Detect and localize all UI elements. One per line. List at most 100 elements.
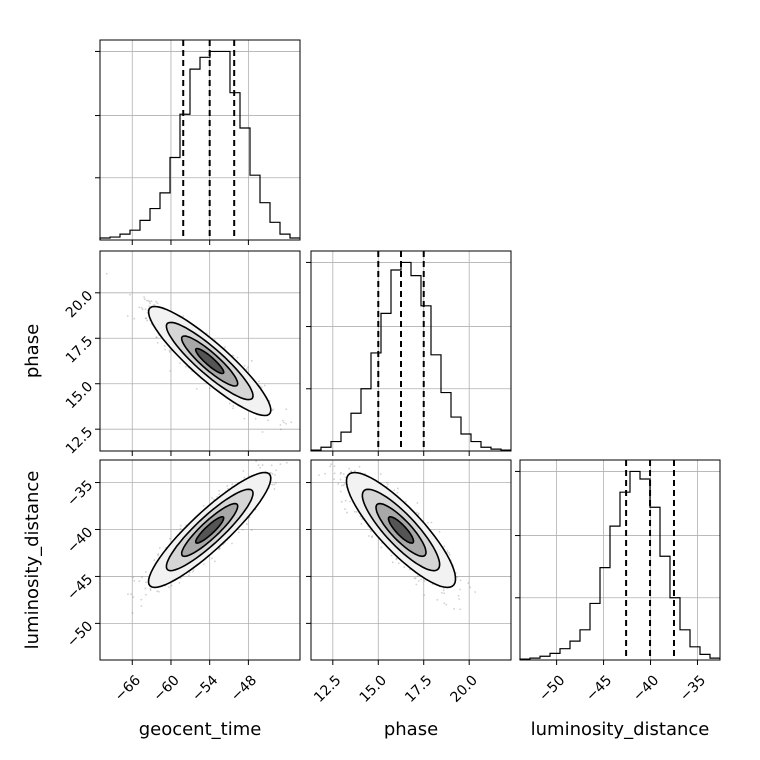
sample-point — [148, 305, 151, 308]
sample-point — [474, 591, 477, 593]
sample-point — [236, 356, 239, 359]
sample-point — [467, 582, 470, 584]
sample-point — [178, 581, 181, 584]
sample-point — [250, 359, 253, 362]
sample-point — [140, 604, 143, 607]
sample-point — [210, 557, 213, 560]
sample-point — [208, 387, 211, 390]
scatter-panel-phase-luminosity_distance — [310, 459, 512, 661]
sample-point — [145, 299, 148, 302]
sample-point — [140, 598, 143, 601]
sample-point — [379, 473, 382, 475]
panel-frame — [310, 250, 512, 452]
histogram-bin-luminosity_distance — [670, 598, 680, 660]
sample-point — [274, 481, 277, 484]
sample-point — [202, 505, 205, 507]
sample-point — [140, 306, 143, 309]
sample-point — [380, 546, 383, 549]
sample-point — [254, 417, 257, 420]
histogram-bin-luminosity_distance — [550, 653, 560, 660]
sample-point — [131, 612, 134, 614]
sample-point — [231, 542, 233, 545]
sample-point — [413, 577, 416, 579]
sample-point — [242, 470, 245, 472]
sample-point — [105, 272, 108, 275]
sample-point — [453, 608, 455, 610]
scatter-panel-geocent_time-phase — [99, 250, 301, 452]
sample-point — [168, 349, 171, 352]
sample-point — [459, 608, 462, 611]
histogram-bin-phase — [421, 306, 431, 451]
histogram-bin-luminosity_distance — [700, 654, 710, 660]
sample-point — [403, 566, 406, 569]
sample-point — [232, 407, 234, 410]
panel-frame — [99, 250, 301, 452]
density-level — [388, 516, 414, 544]
sample-point — [333, 478, 335, 481]
sample-point — [269, 471, 272, 474]
histogram-line-luminosity_distance — [519, 470, 720, 660]
sample-point — [149, 589, 152, 591]
sample-point — [301, 428, 303, 430]
histogram-bin-phase — [371, 353, 381, 451]
sample-point — [348, 467, 350, 470]
histogram-bin-phase — [441, 393, 451, 451]
sample-point — [148, 300, 151, 303]
sample-point — [456, 576, 458, 578]
sample-point — [286, 461, 288, 464]
sample-point — [149, 587, 152, 590]
sample-point — [275, 469, 278, 472]
sample-point — [339, 490, 342, 493]
sample-point — [182, 315, 185, 317]
density-level — [195, 516, 224, 544]
sample-point — [339, 478, 342, 481]
sample-point — [385, 481, 388, 484]
sample-point — [350, 470, 353, 473]
sample-point — [457, 594, 460, 597]
contour-line — [147, 471, 272, 589]
histogram-bin-luminosity_distance — [690, 647, 700, 660]
sample-point — [168, 537, 171, 540]
histogram-bin-phase — [391, 270, 401, 451]
panel-frame — [99, 39, 301, 241]
sample-point — [138, 306, 141, 309]
contour-line — [180, 502, 239, 558]
sample-point — [243, 476, 246, 479]
sample-point — [423, 580, 426, 582]
sample-point — [282, 419, 284, 422]
histogram-panel-phase — [306, 250, 512, 452]
sample-point — [344, 476, 347, 479]
histogram-bin-phase — [471, 442, 481, 451]
histogram-bin-luminosity_distance — [640, 479, 650, 660]
sample-point — [164, 348, 167, 351]
sample-point — [129, 293, 131, 296]
sample-point — [218, 490, 221, 492]
sample-point — [144, 571, 147, 573]
sample-point — [179, 362, 181, 365]
sample-point — [156, 302, 159, 305]
sample-point — [216, 496, 219, 498]
sample-point — [459, 588, 462, 591]
sample-point — [290, 421, 293, 424]
sample-point — [179, 524, 182, 527]
sample-point — [430, 521, 433, 524]
sample-point — [443, 602, 446, 605]
sample-point — [149, 302, 151, 305]
sample-point — [342, 484, 345, 486]
sample-point — [226, 485, 229, 487]
sample-point — [361, 518, 364, 520]
sample-point — [443, 592, 446, 595]
sample-point — [446, 550, 449, 552]
contour-line — [345, 471, 457, 589]
histogram-bin-phase — [411, 276, 421, 451]
sample-point — [285, 408, 288, 411]
sample-point — [141, 576, 143, 579]
histogram-panel-geocent_time — [95, 39, 301, 241]
sample-point — [436, 598, 439, 601]
histogram-bin-luminosity_distance — [590, 603, 600, 660]
histogram-bin-luminosity_distance — [580, 630, 590, 660]
sample-point — [245, 523, 248, 526]
sample-point — [138, 580, 141, 583]
sample-point — [344, 482, 346, 485]
